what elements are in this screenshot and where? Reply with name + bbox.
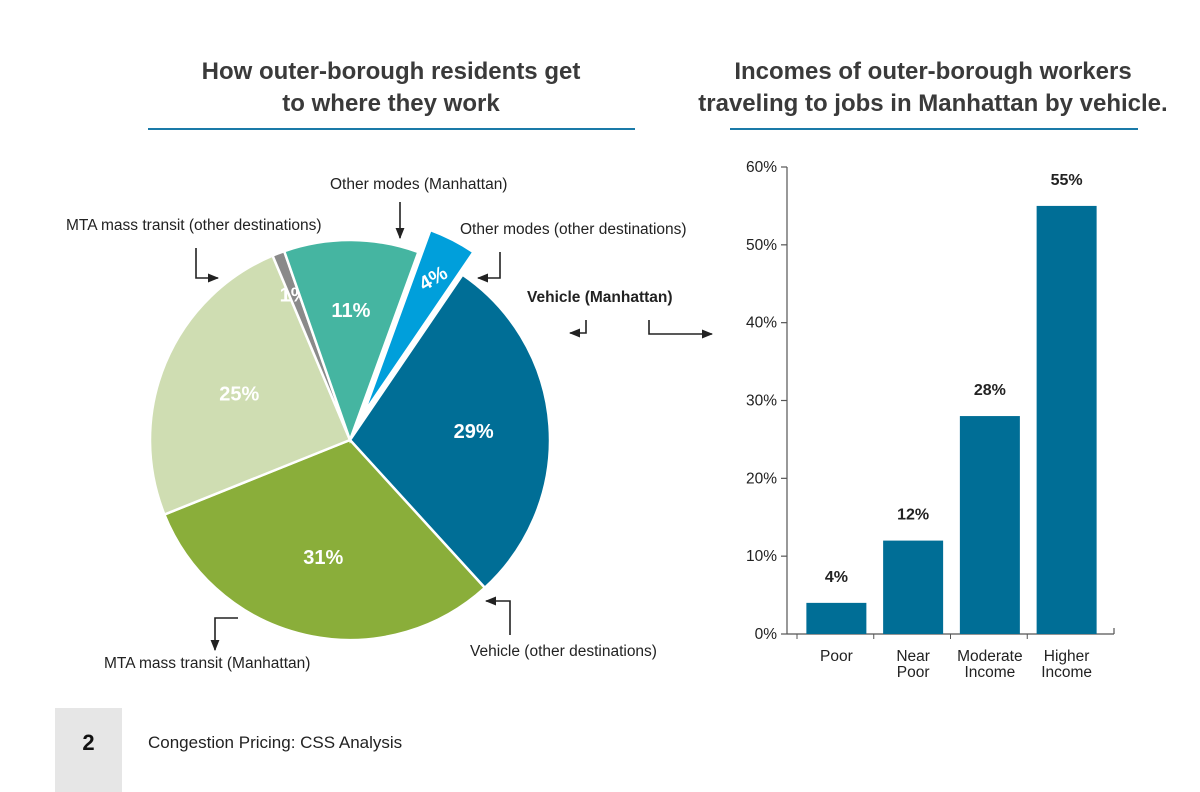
- pie-category-label-other-modes-other-destinations: Other modes (other destinations): [460, 221, 687, 238]
- pie-value-label-vehicle-other-destinations: 29%: [454, 421, 494, 443]
- pie-slice-vehicle-manhattan: [362, 228, 476, 415]
- pie-category-label-mta-mass-transit-other-destinations: MTA mass transit (other destinations): [66, 217, 322, 234]
- y-tick-label: 40%: [746, 315, 777, 332]
- x-category-label: Higher Income: [1041, 648, 1092, 681]
- bar-chart: Incomes of outer-borough workers travelin…: [698, 58, 1167, 681]
- bar-moderate-income: [959, 416, 1020, 634]
- y-tick-label: 0%: [755, 626, 778, 643]
- pie-leader-arrow: [476, 252, 501, 283]
- x-category-label: Moderate Income: [957, 648, 1022, 681]
- pie-category-label-vehicle-manhattan: Vehicle (Manhattan): [527, 289, 673, 306]
- x-category-label: Near Poor: [896, 648, 930, 681]
- y-tick-label: 50%: [746, 237, 777, 254]
- pie-value-label-other-modes-other-destinations: 11%: [331, 300, 370, 322]
- bar-value-label: 12%: [897, 507, 929, 524]
- pie-title-line: How outer-borough residents get: [202, 58, 581, 85]
- pie-category-label-vehicle-other-destinations: Vehicle (other destinations): [470, 643, 657, 660]
- pie-slice-vehicle-other-destinations: [348, 272, 552, 590]
- pie-chart: How outer-borough residents get to where …: [66, 58, 714, 672]
- bar-value-label: 55%: [1051, 172, 1083, 189]
- bar-value-label: 28%: [974, 382, 1006, 399]
- pie-leader-arrow: [210, 617, 238, 652]
- pie-slice-mta-mass-transit-other-destinations: [148, 253, 352, 517]
- pie-value-label-mta-mass-transit-other-destinations: 25%: [219, 384, 259, 406]
- bar-poor: [806, 602, 867, 634]
- pie-slice-mta-mass-transit-manhattan: [162, 438, 487, 642]
- chart-connector-arrow: [648, 320, 714, 339]
- y-tick-label: 60%: [746, 159, 777, 176]
- bar-title-line: Incomes of outer-borough workers: [734, 58, 1131, 85]
- y-tick-label: 10%: [746, 548, 777, 565]
- y-tick-label: 20%: [746, 470, 777, 487]
- bar-title-line: traveling to jobs in Manhattan by vehicl…: [698, 90, 1167, 117]
- footer-title: Congestion Pricing: CSS Analysis: [148, 733, 403, 752]
- bar-value-label: 4%: [825, 569, 848, 586]
- pie-leader-arrow: [484, 596, 511, 635]
- y-tick-label: 30%: [746, 393, 777, 410]
- pie-title-line: to where they work: [282, 90, 500, 117]
- pie-category-label-other-modes-manhattan: Other modes (Manhattan): [330, 176, 507, 193]
- pie-leader-arrow: [195, 248, 220, 283]
- pie-category-label-mta-mass-transit-manhattan: MTA mass transit (Manhattan): [104, 655, 310, 672]
- page-number-box: [55, 708, 122, 792]
- page-number: 2: [82, 730, 95, 755]
- pie-value-label-mta-mass-transit-manhattan: 31%: [303, 547, 343, 569]
- bar-higher-income: [1036, 205, 1097, 634]
- bar-near-poor: [883, 540, 944, 634]
- x-category-label: Poor: [820, 648, 853, 665]
- pie-slice-other-modes-other-destinations: [282, 238, 421, 444]
- pie-leader-arrow: [568, 320, 587, 338]
